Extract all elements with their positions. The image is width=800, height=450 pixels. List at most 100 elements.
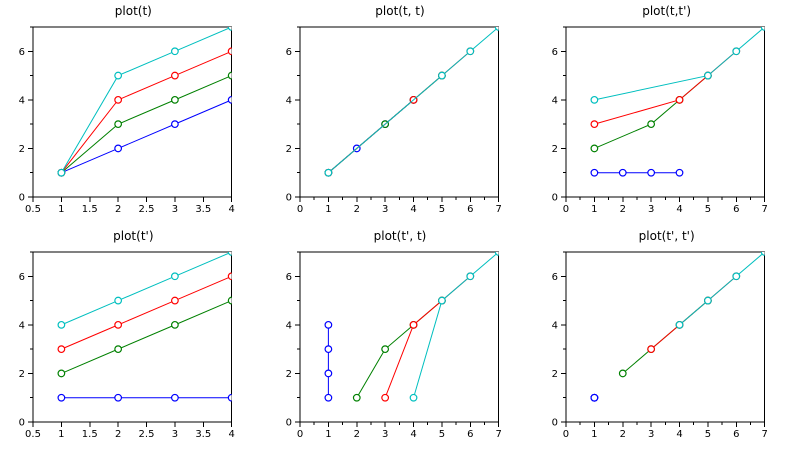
y-axis-ticks	[294, 251, 300, 423]
series-green	[57, 296, 232, 378]
data-point-marker	[380, 345, 389, 354]
series-cyan	[409, 252, 499, 402]
x-tick-label: 2	[620, 429, 626, 440]
y-axis-tick-labels: 0 2 4 6	[285, 272, 291, 429]
y-tick-label: 6	[552, 47, 558, 58]
axes-frame	[299, 26, 499, 198]
chart-canvas: 0.5 1 1.5 2 2.5 3 3.5 4 0 2 4 6	[19, 26, 235, 215]
x-tick-label: 7	[495, 204, 501, 215]
x-tick-label: 2.5	[139, 429, 155, 440]
x-tick-label: 0	[296, 429, 302, 440]
plot-area	[324, 252, 499, 402]
axes-frame	[32, 26, 233, 198]
data-point-marker	[619, 168, 627, 177]
y-tick-label: 6	[19, 272, 25, 283]
data-point-marker	[227, 27, 232, 31]
plot-area	[590, 27, 765, 177]
data-point-marker	[114, 95, 123, 104]
data-point-marker	[114, 393, 123, 402]
x-tick-label: 5	[705, 429, 711, 440]
x-axis-tick-labels: 0.5 1 1.5 2 2.5 3 3.5 4	[25, 429, 235, 440]
data-point-marker	[675, 168, 684, 177]
series-line	[61, 99, 232, 174]
x-tick-label: 2.5	[139, 204, 155, 215]
data-point-marker	[170, 296, 179, 305]
y-tick-label: 0	[19, 192, 25, 203]
series-blue	[57, 95, 232, 177]
data-point-marker	[494, 27, 499, 31]
series-line	[412, 252, 499, 398]
data-point-marker	[437, 71, 446, 80]
x-axis-ticks	[32, 422, 233, 427]
x-tick-label: 1	[592, 204, 598, 215]
x-tick-label: 5	[705, 204, 711, 215]
y-axis-tick-labels: 0 2 4 6	[285, 47, 291, 204]
x-tick-label: 0.5	[25, 429, 41, 440]
plot-area	[590, 252, 765, 402]
y-tick-label: 4	[19, 320, 25, 331]
x-axis-tick-labels: 0.5 1 1.5 2 2.5 3 3.5 4	[25, 204, 235, 215]
series-line	[355, 300, 442, 398]
plot-area	[57, 252, 232, 402]
y-tick-label: 0	[285, 418, 291, 429]
data-point-marker	[170, 272, 179, 281]
x-tick-label: 3	[382, 429, 388, 440]
series-line	[679, 252, 765, 326]
chart-canvas: 0 1 2 3 4 5 6 7 0 2 4 6	[552, 251, 768, 440]
data-point-marker	[675, 95, 684, 104]
data-point-marker	[590, 144, 599, 153]
x-axis-tick-labels: 0 1 2 3 4 5 6 7	[563, 429, 768, 440]
x-axis-tick-labels: 0 1 2 3 4 5 6 7	[563, 204, 768, 215]
data-point-marker	[170, 47, 179, 56]
x-tick-label: 3.5	[195, 429, 211, 440]
data-point-marker	[324, 369, 332, 378]
y-tick-label: 2	[19, 144, 25, 155]
series-line	[61, 275, 232, 350]
y-tick-label: 0	[552, 192, 558, 203]
chart-canvas: 0 1 2 3 4 5 6 7 0 2 4 6	[552, 26, 768, 215]
x-tick-label: 7	[762, 429, 768, 440]
data-point-marker	[324, 320, 332, 329]
data-point-marker	[227, 95, 232, 104]
x-tick-label: 6	[733, 204, 739, 215]
y-axis-ticks	[27, 26, 33, 198]
series-cyan	[324, 27, 499, 177]
x-tick-label: 4	[677, 204, 683, 215]
series-line	[327, 27, 499, 174]
x-tick-label: 2	[115, 204, 121, 215]
data-point-marker	[732, 272, 741, 281]
data-point-marker	[704, 296, 713, 305]
plot-area	[57, 27, 232, 177]
series-green	[352, 296, 446, 402]
series-blue	[590, 393, 599, 402]
x-tick-label: 2	[353, 204, 359, 215]
data-point-marker	[57, 168, 66, 177]
x-axis-ticks	[565, 197, 766, 202]
chart-canvas: 0.5 1 1.5 2 2.5 3 3.5 4 0 2 4 6	[19, 251, 235, 440]
x-tick-label: 3	[172, 429, 178, 440]
data-point-marker	[466, 272, 474, 281]
data-point-marker	[227, 47, 232, 56]
x-tick-label: 1	[592, 429, 598, 440]
series-line	[61, 75, 232, 174]
y-tick-label: 4	[552, 320, 558, 331]
data-point-marker	[227, 252, 232, 256]
y-tick-label: 6	[19, 47, 25, 58]
data-point-marker	[170, 393, 179, 402]
y-tick-label: 0	[285, 193, 291, 204]
data-point-marker	[324, 345, 332, 354]
data-point-marker	[57, 345, 66, 354]
x-tick-label: 0.5	[25, 204, 41, 215]
data-point-marker	[409, 320, 418, 329]
x-axis-ticks	[299, 422, 499, 427]
data-point-marker	[114, 345, 123, 354]
data-point-marker	[227, 272, 232, 281]
data-point-marker	[57, 393, 66, 402]
data-point-marker	[114, 144, 123, 153]
y-tick-label: 4	[285, 320, 291, 331]
x-tick-label: 1	[325, 204, 331, 215]
x-tick-label: 3	[648, 429, 654, 440]
data-point-marker	[590, 393, 599, 402]
